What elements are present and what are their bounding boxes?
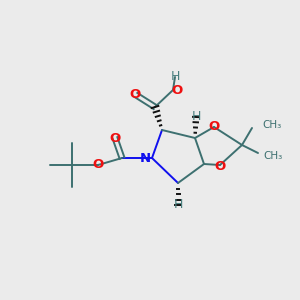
Text: O: O	[110, 131, 121, 145]
Text: O: O	[171, 83, 183, 97]
Text: CH₃: CH₃	[263, 151, 282, 161]
Text: O: O	[208, 119, 220, 133]
Text: O: O	[214, 160, 226, 172]
Text: N: N	[140, 152, 151, 164]
Text: O: O	[129, 88, 141, 101]
Text: CH₃: CH₃	[262, 120, 281, 130]
Text: O: O	[92, 158, 104, 172]
Text: H: H	[191, 110, 201, 124]
Text: H: H	[173, 199, 183, 212]
Text: H: H	[170, 70, 180, 83]
